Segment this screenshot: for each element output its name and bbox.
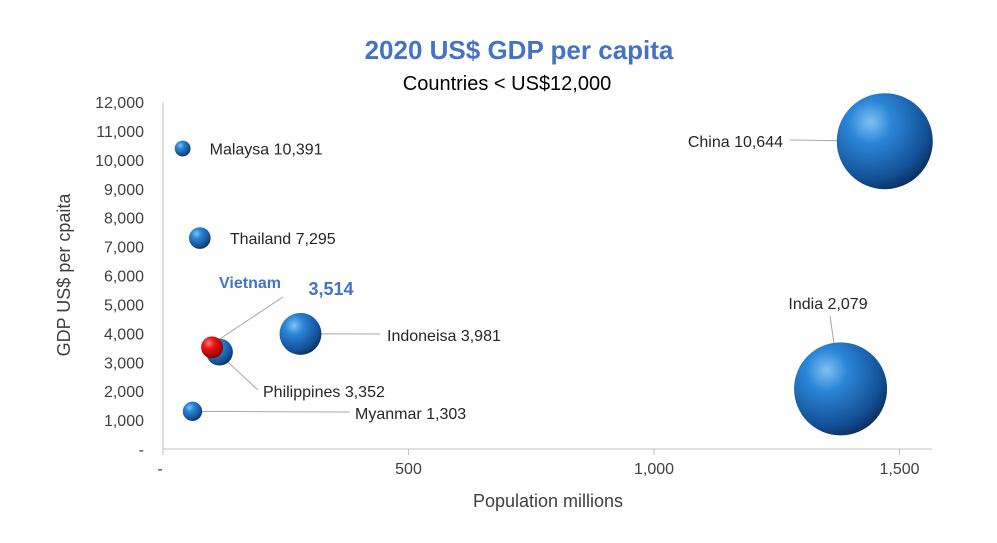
label-china: China 10,644 — [688, 134, 783, 151]
x-tick-label: - — [157, 461, 162, 478]
x-tick-label: 1,000 — [634, 461, 674, 478]
chart-title: 2020 US$ GDP per capita — [365, 35, 674, 65]
y-axis-title: GDP US$ per cpaita — [54, 193, 74, 357]
y-tick-label: 5,000 — [104, 297, 144, 314]
label-vietnam: Vietnam — [219, 275, 281, 292]
label-myanmar: Myanmar 1,303 — [355, 406, 466, 423]
label-philippines: Philippines 3,352 — [263, 384, 385, 401]
value-vietnam: 3,514 — [308, 279, 353, 299]
y-tick-label: 8,000 — [104, 211, 144, 228]
y-tick-label: 2,000 — [104, 384, 144, 401]
y-tick-label: 9,000 — [104, 182, 144, 199]
leader-vietnam — [215, 296, 284, 342]
label-india: India 2,079 — [788, 296, 867, 313]
label-thailand: Thailand 7,295 — [230, 231, 336, 248]
y-tick-label: 12,000 — [95, 95, 144, 112]
chart-subtitle: Countries < US$12,000 — [403, 73, 611, 95]
leader-myanmar — [198, 410, 351, 413]
y-tick-label: 11,000 — [96, 124, 144, 141]
bubble-china — [836, 93, 933, 190]
bubble-vietnam — [201, 336, 224, 359]
point-labels: Malaysa 10,391 Thailand 7,295 Indoneisa 3,… — [210, 134, 868, 423]
x-axis-ticks: - 500 1,000 1,500 — [157, 449, 920, 478]
y-tick-label: 4,000 — [104, 326, 144, 343]
leader-lines — [198, 139, 885, 413]
x-axis-title: Population millions — [473, 491, 623, 511]
y-tick-label: 6,000 — [104, 269, 144, 286]
y-tick-label: 1,000 — [104, 413, 144, 430]
y-tick-label: - — [139, 442, 144, 459]
bubble-myanmar — [182, 401, 203, 422]
y-tick-label: 3,000 — [104, 355, 144, 372]
bubbles — [174, 93, 933, 436]
y-tick-label: 10,000 — [95, 153, 144, 170]
bubble-india — [794, 342, 888, 436]
y-axis-ticks: - 1,000 2,000 3,000 4,000 5,000 6,000 7,000 8,00… — [95, 95, 144, 459]
x-tick-label: 1,500 — [879, 461, 919, 478]
y-tick-label: 7,000 — [104, 240, 144, 257]
bubble-thailand — [188, 227, 211, 249]
label-indoneisa: Indoneisa 3,981 — [387, 328, 501, 345]
x-tick-label: 500 — [395, 461, 422, 478]
label-malaysa: Malaysa 10,391 — [210, 142, 323, 159]
bubble-indoneisa — [279, 312, 322, 355]
bubble-malaysa — [174, 140, 191, 157]
